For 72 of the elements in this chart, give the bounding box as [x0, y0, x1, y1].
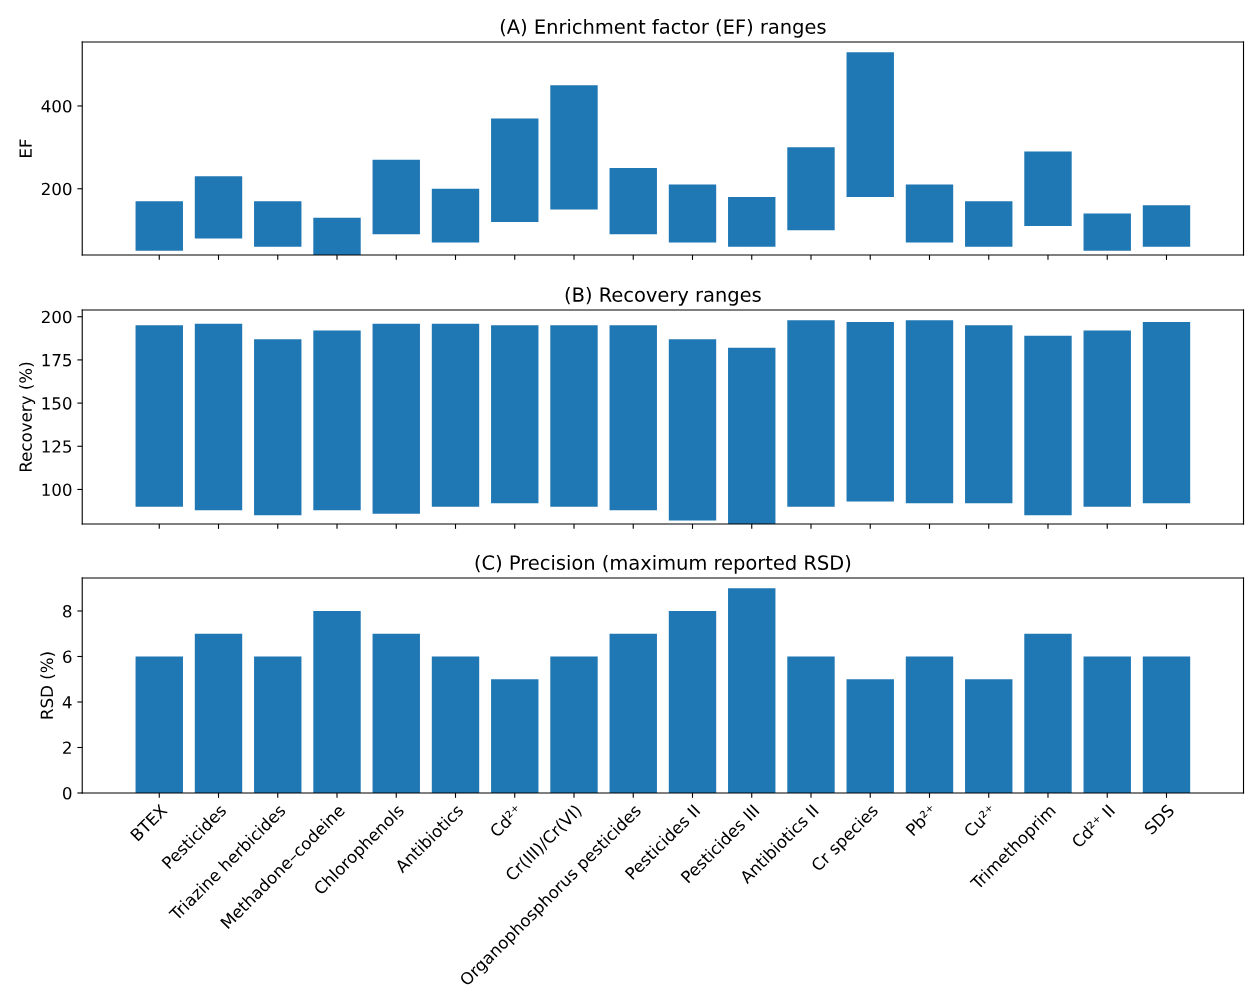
bar [431, 323, 480, 507]
y-tick-label: 200 [41, 182, 72, 196]
bar [965, 201, 1013, 247]
bar [787, 147, 835, 231]
y-tick-label: 6 [63, 650, 72, 664]
y-tick-label: 2 [63, 741, 71, 754]
bar [1024, 335, 1072, 516]
bar [965, 325, 1013, 504]
bar [787, 656, 835, 793]
bar [135, 325, 183, 507]
bar [491, 118, 539, 222]
bar [372, 633, 420, 793]
bar [905, 184, 954, 243]
bar [491, 679, 539, 793]
bar [372, 323, 420, 514]
bar [728, 197, 776, 247]
bar [1024, 633, 1072, 793]
y-axis-title: RSD (%) [40, 652, 56, 719]
y-tick-label: 150 [42, 397, 72, 410]
bar [431, 188, 480, 243]
bar [1083, 213, 1131, 251]
bar [846, 321, 894, 502]
bar [668, 610, 717, 793]
bar [313, 610, 361, 793]
bar [668, 339, 717, 521]
y-tick-label: 125 [42, 440, 72, 453]
bar [491, 325, 539, 504]
bar [609, 633, 657, 793]
y-tick-label: 4 [62, 696, 72, 709]
bar [313, 330, 361, 511]
bar [1024, 151, 1072, 227]
bar [194, 323, 243, 511]
bar [905, 656, 954, 793]
y-tick-label: 175 [42, 354, 72, 367]
bar [1142, 656, 1191, 793]
y-axis-title: EF [19, 139, 32, 157]
bar [728, 347, 776, 524]
y-axis-title: Recovery (%) [19, 362, 36, 472]
bar [254, 339, 302, 516]
bar [194, 176, 243, 239]
bar [846, 52, 894, 198]
bar [194, 633, 243, 793]
bar [1142, 321, 1191, 504]
y-tick-label: 400 [41, 99, 72, 113]
bar [135, 656, 183, 793]
bar [846, 679, 894, 793]
bar [254, 656, 302, 793]
chart-title: (A) Enrichment factor (EF) ranges [500, 18, 826, 38]
y-tick-label: 8 [63, 604, 72, 618]
bar [1083, 330, 1131, 507]
bar [550, 656, 598, 793]
bar [1083, 656, 1131, 793]
chart-title: (B) Recovery ranges [565, 286, 761, 306]
bar [965, 679, 1013, 793]
bar [550, 85, 598, 210]
bar [668, 184, 717, 243]
y-tick-label: 100 [42, 483, 72, 497]
y-tick-label: 0 [63, 786, 72, 800]
bar [254, 201, 302, 247]
bar [1142, 205, 1191, 247]
bar [550, 325, 598, 507]
bar [609, 168, 657, 235]
bar [728, 588, 776, 793]
y-tick-label: 200 [41, 310, 72, 324]
bar [135, 201, 183, 251]
bar [905, 320, 954, 504]
bar [372, 159, 420, 235]
bar [609, 325, 657, 511]
bar [313, 217, 361, 255]
bar [431, 656, 480, 793]
chart-title: (C) Precision (maximum reported RSD) [475, 554, 851, 574]
bar [787, 320, 835, 507]
